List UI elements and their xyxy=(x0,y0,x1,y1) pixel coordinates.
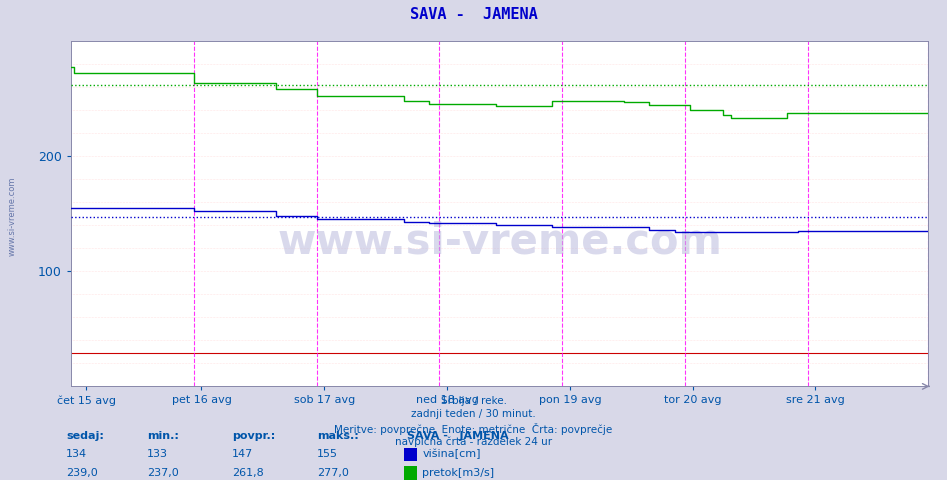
Text: Meritve: povprečne  Enote: metrične  Črta: povprečje: Meritve: povprečne Enote: metrične Črta:… xyxy=(334,423,613,435)
Text: sedaj:: sedaj: xyxy=(66,431,104,441)
Text: maks.:: maks.: xyxy=(317,431,359,441)
Text: 155: 155 xyxy=(317,449,338,459)
Text: SAVA -  JAMENA: SAVA - JAMENA xyxy=(410,7,537,22)
Text: 261,8: 261,8 xyxy=(232,468,264,478)
Text: višina[cm]: višina[cm] xyxy=(422,449,481,459)
Text: www.si-vreme.com: www.si-vreme.com xyxy=(8,176,17,256)
Text: pretok[m3/s]: pretok[m3/s] xyxy=(422,468,494,478)
Text: Srbija / reke.: Srbija / reke. xyxy=(440,396,507,406)
Text: SAVA -   JAMENA: SAVA - JAMENA xyxy=(407,431,509,441)
Text: 277,0: 277,0 xyxy=(317,468,349,478)
Text: 239,0: 239,0 xyxy=(66,468,98,478)
Text: min.:: min.: xyxy=(147,431,179,441)
Text: povpr.:: povpr.: xyxy=(232,431,276,441)
Text: 237,0: 237,0 xyxy=(147,468,179,478)
Text: 147: 147 xyxy=(232,449,253,459)
Text: zadnji teden / 30 minut.: zadnji teden / 30 minut. xyxy=(411,409,536,420)
Text: 133: 133 xyxy=(147,449,168,459)
Text: 134: 134 xyxy=(66,449,87,459)
Text: www.si-vreme.com: www.si-vreme.com xyxy=(277,220,722,262)
Text: navpična črta - razdelek 24 ur: navpična črta - razdelek 24 ur xyxy=(395,436,552,447)
